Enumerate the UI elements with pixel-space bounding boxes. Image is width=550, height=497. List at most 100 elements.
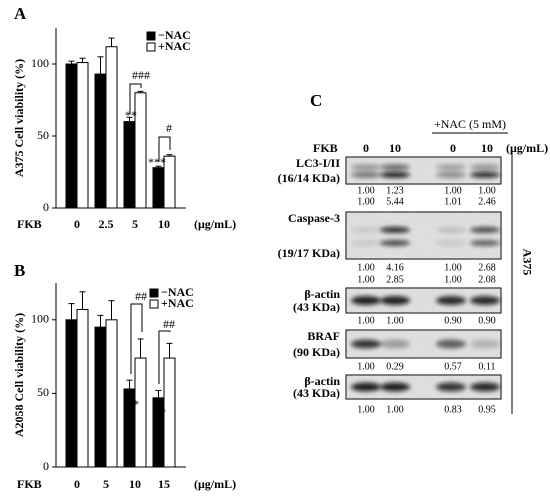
x-tick-label: 5 <box>132 217 138 231</box>
blot-band <box>470 296 500 305</box>
blot-band <box>380 296 410 305</box>
protein-size: (43 KDa) <box>293 300 340 314</box>
y-tick-label: 100 <box>31 56 49 70</box>
significance-label: # <box>166 121 172 135</box>
x-axis-label: FKB <box>17 217 42 231</box>
significance-bracket <box>129 83 142 114</box>
significance-bracket <box>158 136 171 162</box>
y-tick-label: 0 <box>43 200 49 214</box>
cell-line-label: A375 <box>520 249 534 276</box>
x-tick-label: 0 <box>74 217 80 231</box>
quantification: 1.00 <box>478 185 496 196</box>
x-axis-unit: (μg/mL) <box>194 217 236 231</box>
significance-label: ### <box>132 68 150 82</box>
legend-swatch <box>146 42 156 52</box>
quantification: 1.00 <box>357 315 375 326</box>
legend-label: −NAC <box>158 28 191 42</box>
significance-label: ## <box>135 289 147 303</box>
x-tick-label: 2.5 <box>99 217 114 231</box>
significance-label: ** <box>127 397 139 411</box>
bar <box>134 92 147 209</box>
y-tick-label: 100 <box>31 312 49 326</box>
quantification: 2.85 <box>386 274 404 285</box>
column-label: 10 <box>481 141 493 155</box>
blot-band <box>351 382 381 392</box>
quantification: 1.00 <box>357 361 375 372</box>
protein-size: (16/14 KDa) <box>278 171 340 185</box>
bar <box>152 167 165 209</box>
bar <box>105 46 118 209</box>
quantification: 0.29 <box>386 361 404 372</box>
bar <box>163 357 176 468</box>
blot-band <box>470 164 500 171</box>
quantification: 1.00 <box>357 262 375 273</box>
quantification: 2.08 <box>478 274 496 285</box>
legend-label: +NAC <box>161 296 194 310</box>
blot-band <box>470 339 500 349</box>
protein-label: β-actin <box>304 287 340 301</box>
quantification: 0.57 <box>444 361 462 372</box>
y-tick-label: 50 <box>37 385 49 399</box>
bar <box>76 62 89 209</box>
protein-label: β-actin <box>304 374 340 388</box>
y-tick-label: 0 <box>43 459 49 473</box>
blot-band <box>436 164 466 171</box>
quantification: 1.00 <box>444 185 462 196</box>
panel-letter: B <box>14 261 25 280</box>
protein-label: Caspase-3 <box>288 211 340 225</box>
quantification: 0.11 <box>478 361 495 372</box>
bar <box>65 63 78 209</box>
x-axis-label: FKB <box>17 477 42 491</box>
quantification: 2.46 <box>478 196 496 207</box>
blot-band <box>351 296 381 305</box>
blot-band <box>380 382 410 392</box>
x-tick-label: 15 <box>158 477 170 491</box>
blot-band <box>380 339 410 349</box>
blot-texture <box>346 212 501 259</box>
legend-swatch <box>149 288 159 298</box>
significance-label: ## <box>163 317 175 331</box>
quantification: 1.00 <box>357 274 375 285</box>
protein-label: BRAF <box>307 329 340 343</box>
protein-size: (43 KDa) <box>293 386 340 400</box>
x-tick-label: 10 <box>129 477 141 491</box>
quantification: 1.00 <box>444 262 462 273</box>
quantification: 1.01 <box>444 196 462 207</box>
y-axis-label: A375 Cell viability (%) <box>12 59 26 177</box>
blot-band <box>351 164 381 171</box>
blot-band <box>351 171 381 178</box>
significance-label: *** <box>148 155 166 169</box>
protein-size: (90 KDa) <box>293 345 340 359</box>
protein-label: LC3-I/II <box>296 156 340 170</box>
significance-label: ** <box>154 405 166 419</box>
blot-texture <box>346 157 501 184</box>
bar <box>76 308 89 468</box>
blot-band <box>380 164 410 171</box>
blot-band <box>436 240 466 247</box>
blot-band <box>380 171 410 178</box>
blot-band <box>470 382 500 392</box>
blot-band <box>470 171 500 178</box>
quantification: 0.95 <box>478 404 496 415</box>
significance-label: ** <box>125 108 137 122</box>
x-axis-unit: (μg/mL) <box>194 477 236 491</box>
x-tick-label: 10 <box>158 217 170 231</box>
significance-bracket <box>130 303 143 374</box>
blot-band <box>351 339 381 349</box>
quantification: 1.00 <box>386 404 404 415</box>
column-label: 0 <box>450 141 456 155</box>
bar <box>123 121 136 209</box>
blot-band <box>380 240 410 247</box>
blot-band <box>436 339 466 349</box>
quantification: 1.23 <box>386 185 404 196</box>
row-label: FKB <box>313 141 338 155</box>
bar <box>134 357 147 468</box>
quantification: 0.90 <box>478 315 496 326</box>
x-tick-label: 5 <box>103 477 109 491</box>
quantification: 4.16 <box>386 262 404 273</box>
quantification: 1.00 <box>386 315 404 326</box>
y-tick-label: 50 <box>37 128 49 142</box>
legend-label: +NAC <box>158 39 191 53</box>
blot-band <box>351 226 381 233</box>
panel-letter: C <box>310 91 322 110</box>
